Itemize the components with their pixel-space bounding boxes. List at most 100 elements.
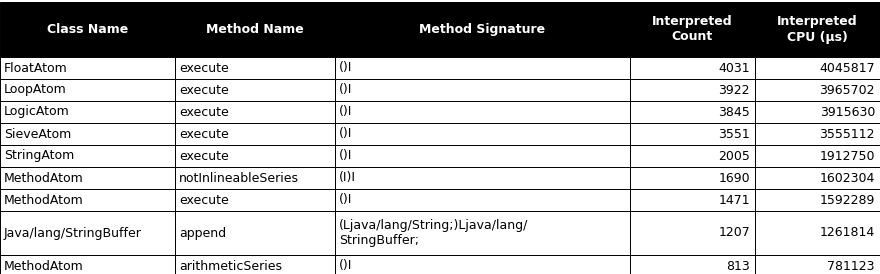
- Text: 3965702: 3965702: [819, 84, 875, 96]
- Text: Java/lang/StringBuffer: Java/lang/StringBuffer: [4, 227, 142, 239]
- Text: Interpreted
Count: Interpreted Count: [652, 16, 733, 44]
- Text: 813: 813: [726, 259, 750, 273]
- Bar: [175, 2, 335, 57]
- Text: execute: execute: [179, 84, 229, 96]
- Bar: [0, 167, 175, 189]
- Bar: [0, 57, 175, 79]
- Bar: [755, 189, 880, 211]
- Text: 3551: 3551: [718, 127, 750, 141]
- Bar: [0, 211, 175, 255]
- Bar: [0, 189, 175, 211]
- Text: 3915630: 3915630: [819, 105, 875, 118]
- Text: arithmeticSeries: arithmeticSeries: [179, 259, 282, 273]
- Text: 4031: 4031: [718, 61, 750, 75]
- Text: ()I: ()I: [339, 105, 352, 118]
- Text: append: append: [179, 227, 226, 239]
- Text: 1592289: 1592289: [819, 193, 875, 207]
- Text: LogicAtom: LogicAtom: [4, 105, 70, 118]
- Text: ()I: ()I: [339, 61, 352, 75]
- Text: Interpreted
CPU (μs): Interpreted CPU (μs): [777, 16, 858, 44]
- Bar: [0, 101, 175, 123]
- Bar: [755, 123, 880, 145]
- Text: MethodAtom: MethodAtom: [4, 172, 84, 184]
- Text: execute: execute: [179, 61, 229, 75]
- Text: execute: execute: [179, 105, 229, 118]
- Bar: [175, 123, 335, 145]
- Bar: [335, 101, 630, 123]
- Bar: [335, 123, 630, 145]
- Bar: [0, 123, 175, 145]
- Bar: [630, 211, 755, 255]
- Bar: [0, 2, 175, 57]
- Text: Method Signature: Method Signature: [420, 23, 546, 36]
- Bar: [630, 79, 755, 101]
- Text: 781123: 781123: [827, 259, 875, 273]
- Bar: [0, 79, 175, 101]
- Bar: [335, 211, 630, 255]
- Bar: [335, 79, 630, 101]
- Text: LoopAtom: LoopAtom: [4, 84, 67, 96]
- Text: 1602304: 1602304: [819, 172, 875, 184]
- Text: Method Name: Method Name: [206, 23, 304, 36]
- Text: execute: execute: [179, 150, 229, 162]
- Text: 3845: 3845: [718, 105, 750, 118]
- Bar: [175, 211, 335, 255]
- Bar: [630, 101, 755, 123]
- Text: 1912750: 1912750: [819, 150, 875, 162]
- Bar: [175, 145, 335, 167]
- Text: ()I: ()I: [339, 84, 352, 96]
- Bar: [630, 123, 755, 145]
- Text: 2005: 2005: [718, 150, 750, 162]
- Text: 1690: 1690: [718, 172, 750, 184]
- Bar: [175, 57, 335, 79]
- Text: ()I: ()I: [339, 150, 352, 162]
- Bar: [755, 167, 880, 189]
- Bar: [335, 57, 630, 79]
- Text: (I)I: (I)I: [339, 172, 356, 184]
- Text: MethodAtom: MethodAtom: [4, 259, 84, 273]
- Text: 3922: 3922: [718, 84, 750, 96]
- Text: ()I: ()I: [339, 259, 352, 273]
- Text: 1207: 1207: [718, 227, 750, 239]
- Text: SieveAtom: SieveAtom: [4, 127, 71, 141]
- Bar: [175, 255, 335, 274]
- Text: ()I: ()I: [339, 193, 352, 207]
- Bar: [755, 57, 880, 79]
- Bar: [175, 189, 335, 211]
- Bar: [755, 2, 880, 57]
- Bar: [335, 167, 630, 189]
- Bar: [335, 145, 630, 167]
- Bar: [175, 167, 335, 189]
- Bar: [175, 101, 335, 123]
- Text: StringAtom: StringAtom: [4, 150, 74, 162]
- Text: 1471: 1471: [718, 193, 750, 207]
- Text: Class Name: Class Name: [47, 23, 128, 36]
- Bar: [755, 211, 880, 255]
- Bar: [175, 79, 335, 101]
- Text: execute: execute: [179, 193, 229, 207]
- Bar: [335, 189, 630, 211]
- Bar: [335, 2, 630, 57]
- Text: 4045817: 4045817: [819, 61, 875, 75]
- Text: FloatAtom: FloatAtom: [4, 61, 68, 75]
- Bar: [630, 145, 755, 167]
- Bar: [630, 255, 755, 274]
- Bar: [755, 255, 880, 274]
- Bar: [335, 255, 630, 274]
- Bar: [0, 145, 175, 167]
- Bar: [755, 101, 880, 123]
- Text: (Ljava/lang/String;)Ljava/lang/
StringBuffer;: (Ljava/lang/String;)Ljava/lang/ StringBu…: [339, 219, 528, 247]
- Bar: [630, 57, 755, 79]
- Text: MethodAtom: MethodAtom: [4, 193, 84, 207]
- Text: notInlineableSeries: notInlineableSeries: [179, 172, 299, 184]
- Bar: [630, 167, 755, 189]
- Bar: [630, 2, 755, 57]
- Bar: [0, 255, 175, 274]
- Text: execute: execute: [179, 127, 229, 141]
- Bar: [630, 189, 755, 211]
- Bar: [755, 145, 880, 167]
- Text: 3555112: 3555112: [819, 127, 875, 141]
- Bar: [755, 79, 880, 101]
- Text: ()I: ()I: [339, 127, 352, 141]
- Text: 1261814: 1261814: [820, 227, 875, 239]
